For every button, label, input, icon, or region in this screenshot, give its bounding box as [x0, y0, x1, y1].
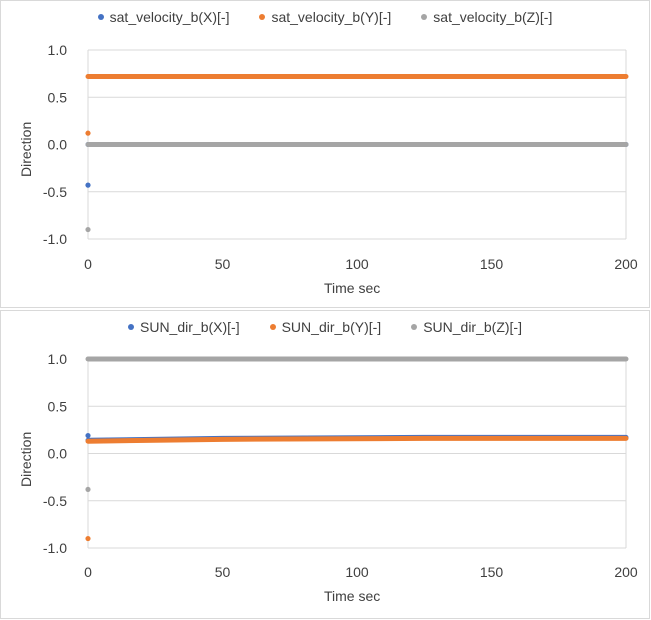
data-point-3 [85, 486, 91, 493]
data-point-1 [85, 182, 91, 188]
legend-item: sat_velocity_b(X)[-] [97, 9, 230, 25]
legend-item: sat_velocity_b(Z)[-] [421, 9, 552, 25]
legend-marker-icon [411, 324, 418, 330]
y-axis-label: Direction [18, 431, 34, 487]
x-axis-label: Time sec [324, 588, 381, 604]
x-tick-label: 150 [480, 564, 504, 580]
legend-item: SUN_dir_b(Z)[-] [411, 319, 522, 335]
legend-item: SUN_dir_b(Y)[-] [269, 319, 382, 335]
legend-marker-icon [259, 14, 266, 20]
x-tick-label: 50 [215, 256, 231, 272]
y-tick-label: 0.0 [48, 137, 68, 153]
x-tick-label: 50 [215, 564, 231, 580]
y-tick-label: 0.5 [48, 89, 68, 105]
chart-panel-top: sat_velocity_b(X)[-] sat_velocity_b(Y)[-… [0, 0, 650, 308]
legend-label: sat_velocity_b(Z)[-] [433, 9, 553, 25]
x-tick-label: 100 [345, 256, 369, 272]
legend-label: SUN_dir_b(X)[-] [140, 319, 240, 335]
legend-label: SUN_dir_b(Z)[-] [423, 319, 522, 335]
y-axis-label: Direction [18, 121, 34, 177]
y-tick-label: -0.5 [43, 493, 67, 509]
chart-plot-area: 1.0 0.5 0.0 -0.5 -1.0 0 50 100 150 200 [43, 351, 638, 580]
y-tick-label: 1.0 [48, 42, 68, 58]
legend-label: sat_velocity_b(X)[-] [109, 9, 230, 25]
y-tick-label: 0.5 [48, 398, 68, 414]
legend-label: SUN_dir_b(Y)[-] [281, 319, 382, 335]
y-tick-label: -1.0 [43, 231, 67, 247]
x-tick-label: 200 [614, 564, 638, 580]
legend: SUN_dir_b(X)[-] SUN_dir_b(Y)[-] SUN_dir_… [1, 319, 649, 335]
y-tick-label: 1.0 [48, 351, 68, 367]
legend-item: sat_velocity_b(Y)[-] [259, 9, 391, 25]
x-tick-label: 200 [614, 256, 638, 272]
series-line-2 [85, 435, 629, 444]
legend-marker-icon [421, 14, 428, 20]
data-point-2 [85, 535, 91, 542]
legend-item: SUN_dir_b(X)[-] [128, 319, 240, 335]
chart-panel-bottom: SUN_dir_b(X)[-] SUN_dir_b(Y)[-] SUN_dir_… [0, 310, 650, 619]
y-tick-label: -1.0 [43, 540, 67, 556]
x-tick-label: 0 [84, 564, 92, 580]
legend-label: sat_velocity_b(Y)[-] [271, 9, 392, 25]
x-tick-label: 150 [480, 256, 504, 272]
legend-marker-icon [97, 14, 104, 20]
legend-marker-icon [269, 324, 276, 330]
y-tick-label: -0.5 [43, 184, 67, 200]
data-point-1 [85, 432, 91, 439]
x-tick-label: 0 [84, 256, 92, 272]
legend: sat_velocity_b(X)[-] sat_velocity_b(Y)[-… [1, 9, 649, 25]
data-point-3 [85, 226, 91, 233]
data-point-2 [85, 130, 91, 136]
x-axis-label: Time sec [324, 280, 381, 296]
y-tick-label: 0.0 [48, 446, 68, 462]
x-tick-label: 100 [345, 564, 369, 580]
chart-plot-area: 1.0 0.5 0.0 -0.5 -1.0 0 50 100 150 200 [43, 42, 638, 272]
legend-marker-icon [128, 324, 134, 330]
